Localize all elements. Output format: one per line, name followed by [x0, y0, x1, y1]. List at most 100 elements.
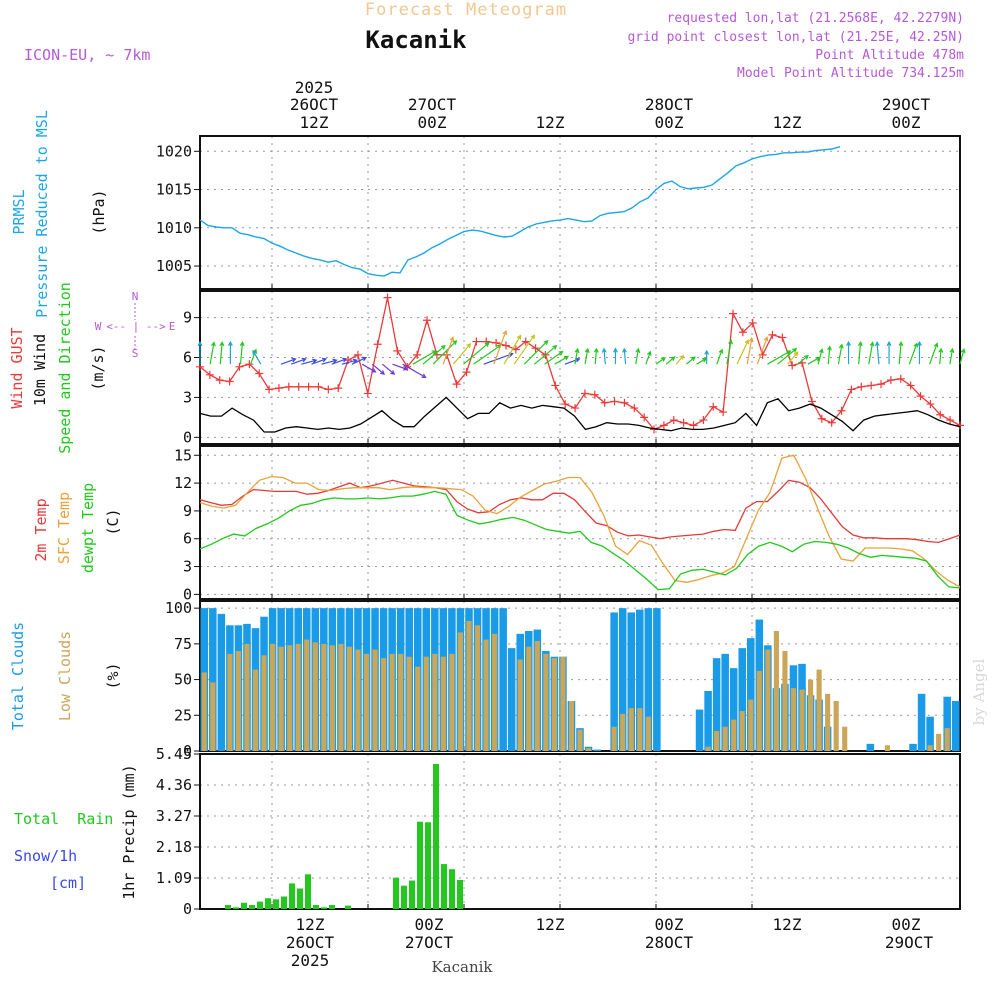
- rain-bar: [401, 885, 407, 909]
- bottom-tick-l1: 12Z: [773, 915, 802, 934]
- wind-arrow: [959, 348, 966, 365]
- wind-arrow: [868, 341, 875, 365]
- wind-arrow: [392, 363, 409, 371]
- wind-arrow: [797, 354, 809, 365]
- low-cloud-bar: [423, 656, 429, 751]
- wind-panel-label: Wind GUST 10m Wind Speed and Direction (…: [8, 282, 107, 454]
- low-cloud-bar: [304, 639, 310, 751]
- wind-arrow: [756, 336, 769, 365]
- wind-arrow: [827, 345, 832, 365]
- gust-point: [600, 398, 609, 407]
- y-tick-label: 1020: [156, 142, 192, 160]
- low-cloud-bar: [927, 745, 933, 751]
- top-tick-l1: 2025: [295, 78, 334, 97]
- low-cloud-bar: [551, 658, 557, 751]
- wind-arrow: [645, 350, 652, 365]
- bottom-tick-l2: 29OCT: [885, 933, 934, 952]
- wind-arrow: [613, 347, 618, 365]
- low-cloud-bar: [944, 728, 950, 751]
- gust-point: [423, 316, 432, 325]
- dew-line: [199, 490, 961, 591]
- y-tick-label: 1015: [156, 181, 192, 199]
- total-cloud-bar: [712, 658, 721, 751]
- top-tick-l2: 27OCT: [408, 95, 457, 114]
- low-cloud-bar: [235, 651, 241, 751]
- gust-point: [768, 330, 777, 339]
- y-tick-label: 75: [174, 635, 192, 653]
- gust-point: [452, 380, 461, 389]
- wind-arrow: [696, 358, 708, 365]
- wind-arrow: [908, 342, 919, 365]
- total-cloud-bar: [909, 743, 917, 751]
- wind-arrow: [767, 350, 792, 365]
- gust-point: [640, 413, 649, 422]
- wind-arrow: [949, 347, 955, 365]
- low-cloud-bar: [449, 653, 455, 751]
- gust-point: [205, 370, 214, 379]
- total-cloud-bar: [747, 638, 755, 751]
- wind-arrow: [665, 356, 676, 365]
- compass-n: N: [132, 290, 139, 303]
- bottom-tick-l1: 00Z: [892, 915, 921, 934]
- pressure-frame: [199, 135, 961, 290]
- total-cloud-bar: [653, 608, 661, 751]
- total-cloud-bar: [917, 693, 926, 751]
- wind-arrow: [655, 357, 667, 365]
- wind-arrow: [929, 342, 939, 365]
- gust-point: [817, 414, 826, 423]
- compass-dash: <-- | -->: [106, 320, 166, 333]
- top-tick-l2: 26OCT: [290, 95, 339, 114]
- low-cloud-bar: [739, 711, 745, 751]
- wind-arrow: [331, 357, 348, 365]
- gust-point: [363, 389, 372, 398]
- low-cloud-bar: [825, 693, 831, 751]
- wind-arrow: [857, 341, 863, 365]
- rain-bar: [225, 905, 231, 909]
- gust-point: [738, 328, 747, 337]
- total-cloud-bar: [209, 608, 217, 751]
- bottom-tick-l2: 26OCT: [286, 933, 335, 952]
- low-cloud-bar: [773, 631, 779, 751]
- forecast-title: Forecast Meteogram: [365, 0, 567, 20]
- wind-arrow: [846, 340, 851, 365]
- y-tick-label: 0: [183, 900, 192, 918]
- wind-arrow: [544, 350, 564, 365]
- total-cloud-bar: [499, 608, 507, 751]
- rain-bar: [241, 902, 247, 909]
- total-cloud-bar: [610, 612, 618, 751]
- wind-arrow: [361, 363, 377, 373]
- low-cloud-bar: [620, 713, 626, 751]
- gust-point: [284, 382, 293, 391]
- low-cloud-bar: [808, 679, 814, 751]
- wind-arrow: [280, 357, 297, 365]
- total-cloud-bar: [704, 691, 712, 751]
- gust-point: [590, 390, 599, 399]
- top-tick-l3: 00Z: [655, 113, 684, 132]
- snow-label: Snow/1h: [14, 847, 77, 865]
- gust-point: [472, 337, 481, 346]
- y-tick-label: 25: [174, 706, 192, 724]
- gust-point: [610, 397, 619, 406]
- y-tick-label: 3: [183, 558, 192, 576]
- wind-unit: (m/s): [89, 345, 107, 390]
- wind-arrow: [301, 358, 318, 365]
- low-cloud-bar: [645, 716, 651, 751]
- wind-arrow: [341, 358, 358, 365]
- gust-point: [324, 385, 333, 394]
- precip-frame: [199, 753, 961, 910]
- pressure-panel: 1005 1010 1015 1020: [156, 135, 961, 290]
- gust-point: [728, 309, 737, 318]
- wind-arrow: [412, 350, 437, 365]
- low-cloud-bar: [201, 672, 207, 751]
- pressure-unit: (hPa): [90, 189, 108, 234]
- compass-s: S: [132, 347, 139, 360]
- gust-point: [689, 421, 698, 430]
- wind-arrow: [311, 357, 328, 365]
- low-cloud-bar: [312, 642, 318, 751]
- y-tick-label: 15: [174, 446, 192, 464]
- gust-point: [857, 382, 866, 391]
- wind-arrow: [402, 363, 427, 378]
- low-cloud-bar: [568, 701, 575, 751]
- gust-label: Wind GUST: [8, 327, 26, 408]
- gust-point: [659, 421, 668, 430]
